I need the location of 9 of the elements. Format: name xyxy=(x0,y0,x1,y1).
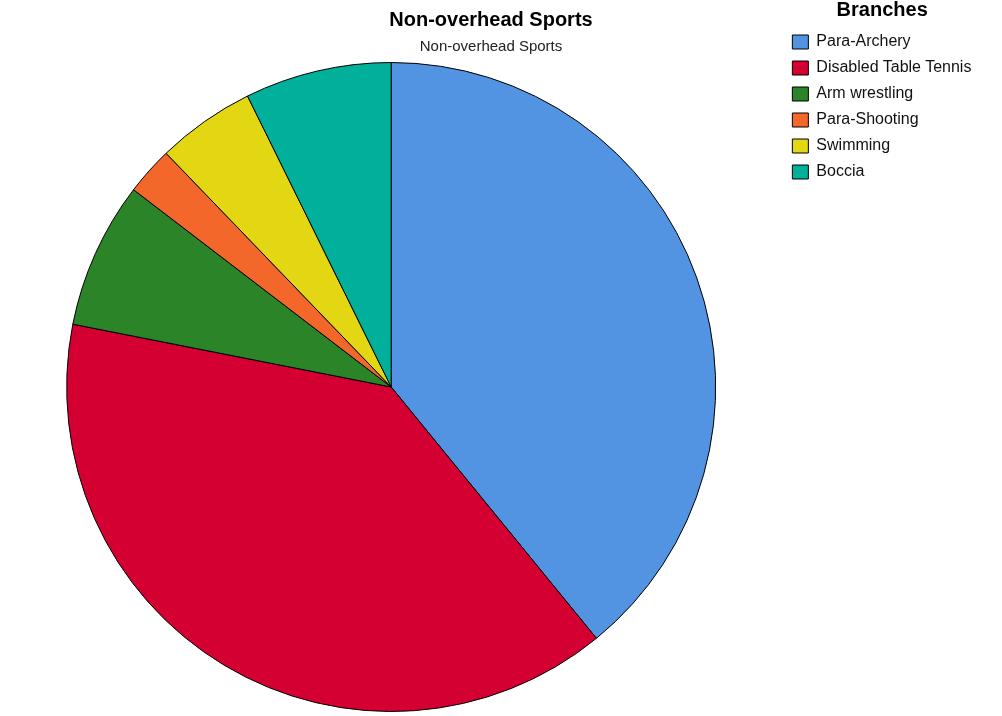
legend-title: Branches xyxy=(836,0,928,20)
chart-subtitle: Non-overhead Sports xyxy=(419,37,563,55)
legend-label: Para-Archery xyxy=(816,32,911,50)
legend-label: Boccia xyxy=(816,162,865,180)
legend-label: Disabled Table Tennis xyxy=(816,58,972,76)
legend-label: Swimming xyxy=(816,136,891,154)
legend-label: Para-Shooting xyxy=(816,110,919,128)
chart-title: Non-overhead Sports xyxy=(389,7,593,30)
legend-label: Arm wrestling xyxy=(816,84,914,102)
